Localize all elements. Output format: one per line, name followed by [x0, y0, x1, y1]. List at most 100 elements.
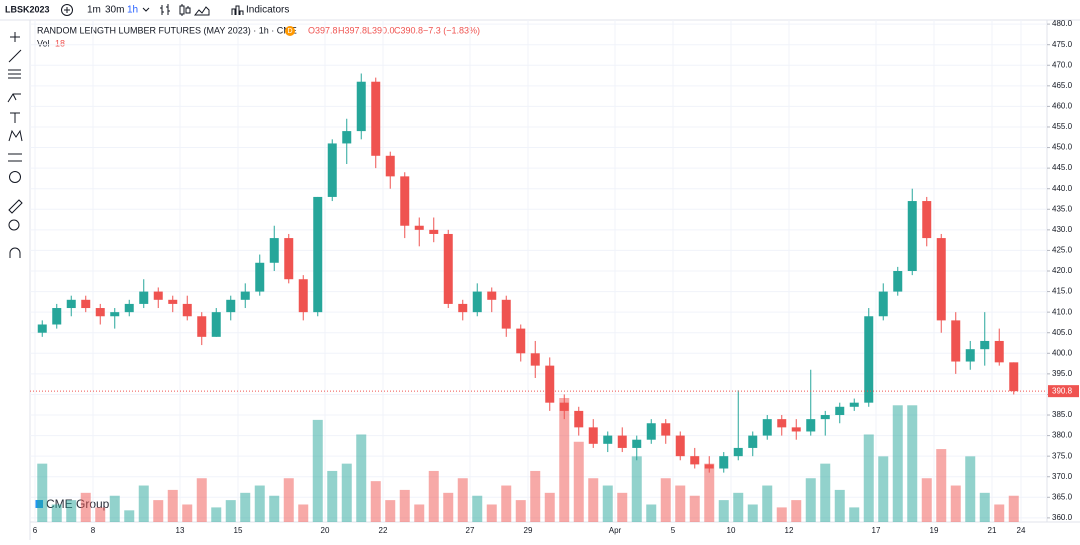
volume-bar	[921, 478, 932, 522]
candle-body	[516, 328, 526, 354]
volume-bar	[834, 489, 845, 522]
volume-bar	[878, 456, 889, 522]
x-tick-label: 21	[988, 526, 997, 535]
add-symbol-plus	[64, 7, 70, 13]
fib-tool[interactable]	[8, 69, 21, 79]
volume-bar	[965, 456, 976, 522]
y-tick-label: 445.0	[1052, 163, 1073, 172]
pattern-tool[interactable]	[8, 129, 23, 142]
candle-body	[371, 81, 381, 156]
y-tick-label: 425.0	[1052, 246, 1073, 255]
volume-bar	[675, 485, 686, 522]
volume-bar	[327, 470, 338, 522]
interval-dropdown[interactable]	[142, 7, 150, 12]
candle-body	[197, 316, 207, 337]
volume-value: 18	[55, 38, 65, 48]
candle-body	[690, 456, 700, 465]
volume-bar	[356, 434, 367, 522]
interval-1m[interactable]: 1m	[87, 5, 101, 16]
y-tick-label: 410.0	[1052, 307, 1073, 316]
volume-bar	[979, 492, 990, 522]
y-tick-label: 440.0	[1052, 184, 1073, 193]
volume-bar	[399, 489, 410, 522]
volume-bar	[530, 470, 541, 522]
area-style[interactable]	[193, 6, 210, 16]
y-tick-label: 460.0	[1052, 102, 1073, 111]
volume-bar	[428, 470, 439, 522]
header-high: H397.8	[338, 25, 367, 35]
y-tick-label: 455.0	[1052, 122, 1073, 131]
brush-tool[interactable]	[7, 93, 21, 103]
x-tick-label: 27	[466, 526, 475, 535]
volume-bar	[66, 500, 77, 522]
y-tick-label: 415.0	[1052, 287, 1073, 296]
volume-bar	[863, 434, 874, 522]
x-tick-label: 29	[524, 526, 533, 535]
volume-bar	[544, 492, 555, 522]
candles	[37, 73, 1019, 473]
volume-bar	[269, 495, 280, 522]
candle-body	[298, 279, 308, 313]
chart-title: RANDOM LENGTH LUMBER FUTURES (MAY 2023) …	[37, 25, 297, 35]
candle-body	[240, 291, 250, 300]
measure-tool[interactable]	[8, 199, 23, 214]
volume-bar	[718, 500, 729, 522]
candle-body	[646, 423, 656, 440]
y-tick-label: 365.0	[1052, 492, 1073, 501]
icon-tool[interactable]	[9, 171, 21, 183]
volume-bar	[501, 485, 512, 522]
volume-bar	[776, 507, 787, 522]
crosshair-tool[interactable]	[10, 32, 20, 42]
volume-bar	[341, 463, 352, 522]
candle-body	[617, 435, 627, 448]
prediction-tool[interactable]	[8, 153, 22, 162]
x-tick-label: 10	[727, 526, 736, 535]
volume-bar	[820, 463, 831, 522]
indicators-button[interactable]: Indicators	[246, 5, 289, 16]
magnet-tool[interactable]	[9, 247, 21, 258]
y-tick-label: 380.0	[1052, 431, 1073, 440]
candle-body	[574, 410, 584, 428]
candle-body	[965, 349, 975, 362]
candle-body	[748, 435, 758, 448]
trendline-tool[interactable]	[8, 49, 22, 63]
zoom-tool[interactable]	[8, 219, 20, 231]
interval-1h[interactable]: 1h	[127, 5, 138, 16]
candle-body	[182, 303, 192, 317]
volume-bar	[124, 510, 135, 522]
bar-style[interactable]	[160, 4, 170, 15]
volume-bar	[791, 500, 802, 522]
volume-bar	[283, 478, 294, 522]
y-tick-label: 480.0	[1052, 19, 1073, 28]
candle-body	[385, 155, 395, 177]
candle-style[interactable]	[179, 4, 191, 16]
badge-text: D	[287, 28, 292, 35]
y-tick-label: 420.0	[1052, 266, 1073, 275]
volume-bar	[370, 481, 381, 522]
y-tick-label: 360.0	[1052, 513, 1073, 522]
volume-bar	[559, 398, 570, 522]
candle-body	[284, 238, 294, 280]
candle-body	[52, 308, 62, 325]
interval-30m[interactable]: 30m	[105, 5, 124, 16]
add-symbol[interactable]	[61, 4, 73, 16]
x-tick-label: 12	[785, 526, 794, 535]
header-open: O397.8	[308, 25, 338, 35]
text-tool[interactable]	[10, 112, 20, 123]
volume-bar	[762, 485, 773, 522]
volume-bar	[602, 485, 613, 522]
candle-body	[110, 312, 120, 317]
volume-bar	[849, 507, 860, 522]
candle-body	[530, 353, 540, 366]
y-tick-label: 375.0	[1052, 451, 1073, 460]
header-change: −7.3 (−1.83%)	[423, 25, 480, 35]
volume-bar	[254, 485, 265, 522]
candle-body	[1009, 362, 1019, 392]
symbol[interactable]: LBSK2023	[5, 4, 50, 14]
indicators-icon[interactable]	[231, 5, 244, 15]
last-price-label: 390.8	[1052, 386, 1073, 395]
volume-bar	[312, 419, 323, 522]
candle-body	[400, 176, 410, 226]
volume-bar	[167, 489, 178, 522]
volume-bar	[95, 507, 106, 522]
